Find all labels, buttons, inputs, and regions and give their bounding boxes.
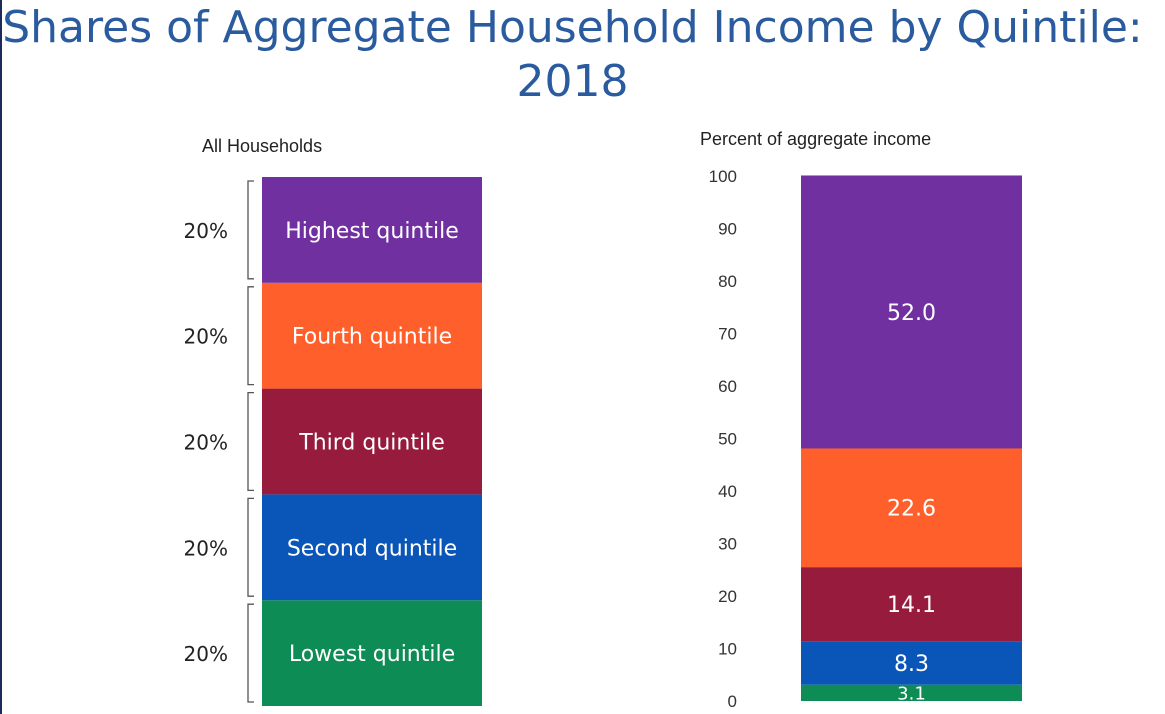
bar-label-highest-quintile: Highest quintile xyxy=(285,219,459,244)
y-tick-80: 80 xyxy=(718,272,737,291)
y-tick-60: 60 xyxy=(718,377,737,396)
bracket-second-quintile xyxy=(248,498,254,596)
y-tick-0: 0 xyxy=(728,692,737,711)
y-tick-50: 50 xyxy=(718,430,737,449)
households-pct-lowest-quintile: 20% xyxy=(184,642,228,666)
bracket-third-quintile xyxy=(248,393,254,491)
y-tick-10: 10 xyxy=(718,640,737,659)
y-tick-40: 40 xyxy=(718,482,737,501)
bar-label-second-quintile: Second quintile xyxy=(287,536,457,561)
income-label-highest-quintile: 52.0 xyxy=(887,301,936,326)
households-pct-fourth-quintile: 20% xyxy=(184,325,228,349)
bar-label-lowest-quintile: Lowest quintile xyxy=(289,642,455,667)
bar-label-fourth-quintile: Fourth quintile xyxy=(292,325,452,350)
y-tick-20: 20 xyxy=(718,587,737,606)
income-label-third-quintile: 14.1 xyxy=(887,593,936,618)
bracket-highest-quintile xyxy=(248,181,254,279)
households-pct-highest-quintile: 20% xyxy=(184,219,228,243)
income-label-fourth-quintile: 22.6 xyxy=(887,497,936,522)
income-label-lowest-quintile: 3.1 xyxy=(897,683,926,704)
bracket-fourth-quintile xyxy=(248,287,254,385)
income-label-second-quintile: 8.3 xyxy=(894,652,929,677)
y-tick-90: 90 xyxy=(718,220,737,239)
y-tick-30: 30 xyxy=(718,535,737,554)
bar-label-third-quintile: Third quintile xyxy=(298,431,444,456)
y-tick-100: 100 xyxy=(709,167,737,186)
bracket-lowest-quintile xyxy=(248,604,254,702)
y-tick-70: 70 xyxy=(718,325,737,344)
households-pct-third-quintile: 20% xyxy=(184,431,228,455)
chart-canvas: Lowest quintile 20% Second quintile 20% Thir… xyxy=(0,0,1165,714)
households-pct-second-quintile: 20% xyxy=(184,536,228,560)
